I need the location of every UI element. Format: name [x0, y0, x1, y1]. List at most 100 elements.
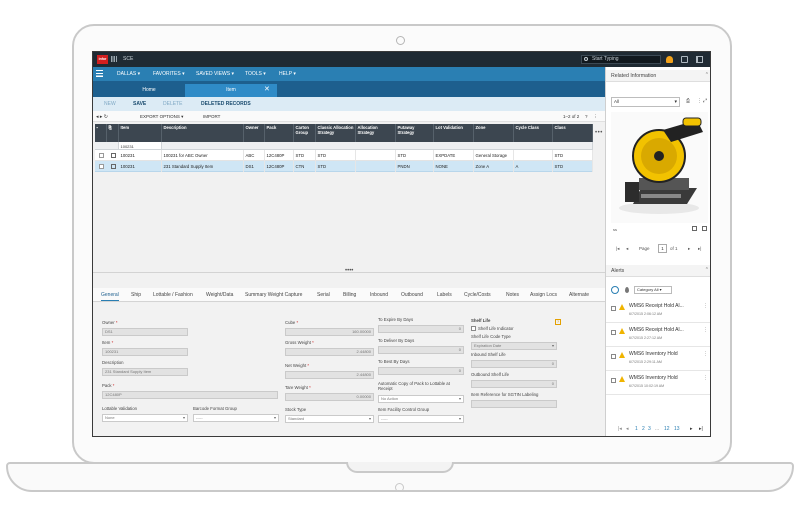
- related-filter-select[interactable]: All: [611, 97, 680, 107]
- col-header-classic-allocation[interactable]: Classic Allocation Strategy: [316, 124, 356, 142]
- comment-icon[interactable]: [702, 226, 707, 231]
- col-header-item[interactable]: Item: [119, 124, 162, 142]
- tab-labels[interactable]: Labels: [437, 292, 452, 298]
- filter-row[interactable]: [162, 142, 593, 150]
- alerts-page-2[interactable]: 2: [642, 426, 645, 432]
- filter-item-input[interactable]: 100231: [119, 142, 162, 150]
- gross-weight-field[interactable]: 2.44800: [285, 348, 374, 356]
- tab-assign-locs[interactable]: Assign Locs: [530, 292, 557, 298]
- alerts-last-icon[interactable]: ▸|: [699, 426, 703, 432]
- facility-control-select[interactable]: -----: [378, 415, 464, 423]
- col-header-carton-group[interactable]: Carton Group: [294, 124, 316, 142]
- alert-more-icon[interactable]: ⋮: [703, 303, 708, 309]
- col-header-lot-validation[interactable]: Lot Validation: [434, 124, 474, 142]
- cube-field[interactable]: 160.00000: [285, 328, 374, 336]
- col-header-description[interactable]: Description: [162, 124, 244, 142]
- alert-checkbox[interactable]: [611, 306, 616, 311]
- row-checkbox[interactable]: [99, 164, 104, 169]
- field-help-icon[interactable]: ?: [555, 319, 561, 325]
- related-info-header[interactable]: Related Information ⌃: [606, 70, 710, 82]
- user-icon[interactable]: [666, 56, 673, 63]
- col-header-owner[interactable]: Owner: [244, 124, 265, 142]
- alerts-prev-icon[interactable]: ◂: [626, 426, 629, 432]
- col-header-putaway-strategy[interactable]: Putaway Strategy: [396, 124, 434, 142]
- collapse-icon[interactable]: ⌃: [704, 72, 709, 78]
- auto-copy-select[interactable]: No Action: [378, 395, 464, 403]
- more-vertical-icon[interactable]: ⋮: [697, 98, 702, 104]
- tab-item[interactable]: Item: [185, 84, 277, 97]
- delete-button[interactable]: DELETE: [163, 101, 183, 107]
- owner-field[interactable]: DS1: [102, 328, 188, 336]
- net-weight-field[interactable]: 2.44800: [285, 371, 374, 379]
- alerts-page-13[interactable]: 13: [674, 426, 680, 432]
- tab-billing[interactable]: Billing: [343, 292, 357, 298]
- alert-item[interactable]: WMS6 Inventory Hold 6/7/2015 2:29:11 AM …: [606, 347, 710, 371]
- alerts-next-icon[interactable]: ▸: [690, 426, 693, 432]
- page-input[interactable]: 1: [658, 244, 667, 253]
- shelf-life-code-select[interactable]: Expiration Date: [471, 342, 557, 350]
- tab-cycle-costs[interactable]: Cycle/Costs: [464, 292, 491, 298]
- alert-checkbox[interactable]: [611, 354, 616, 359]
- deleted-records-button[interactable]: DELETED RECORDS: [201, 101, 251, 107]
- tab-inbound[interactable]: Inbound: [370, 292, 389, 298]
- tab-lottable-fashion[interactable]: Lottable / Fashion: [153, 292, 193, 298]
- inbound-shelf-life-field[interactable]: 0: [471, 360, 557, 368]
- row-detail-icon[interactable]: [111, 164, 116, 169]
- grid-more-icon[interactable]: •••: [595, 130, 603, 136]
- alerts-page-1[interactable]: 1: [635, 426, 638, 432]
- help-icon[interactable]: ?: [585, 114, 588, 119]
- tab-alternate[interactable]: Alternate: [569, 292, 590, 298]
- category-select[interactable]: Category All ▾: [634, 286, 672, 294]
- alert-checkbox[interactable]: [611, 330, 616, 335]
- col-header-cycle-class[interactable]: Cycle Class: [514, 124, 553, 142]
- nav-help[interactable]: HELP ▾: [279, 71, 296, 77]
- alerts-page-3[interactable]: 3: [648, 426, 651, 432]
- col-header-class[interactable]: Class: [553, 124, 593, 142]
- more-icon[interactable]: ⋮: [593, 114, 598, 119]
- export-options-button[interactable]: EXPORT OPTIONS ▾: [140, 114, 184, 119]
- back-icon[interactable]: ◂ ▸ ↻: [96, 114, 108, 120]
- nav-tools[interactable]: TOOLS ▾: [245, 71, 266, 77]
- col-header-allocation-strategy[interactable]: Allocation Strategy: [356, 124, 396, 142]
- nav-saved-views[interactable]: SAVED VIEWS ▾: [196, 71, 234, 77]
- tab-summary-weight-capture[interactable]: Summary Weight Capture: [245, 292, 303, 298]
- tab-notes[interactable]: Notes: [506, 292, 520, 298]
- expand-icon[interactable]: ⤢: [703, 98, 708, 104]
- row-checkbox[interactable]: [99, 153, 104, 158]
- filter-icon[interactable]: [625, 287, 629, 293]
- row-detail-icon[interactable]: [111, 153, 116, 158]
- last-page-icon[interactable]: ▸|: [698, 246, 702, 251]
- bookmark-icon[interactable]: [696, 56, 703, 63]
- lottable-validation-select[interactable]: None: [102, 414, 188, 422]
- tab-outbound[interactable]: Outbound: [401, 292, 423, 298]
- first-page-icon[interactable]: |◂: [616, 246, 620, 251]
- pack-field[interactable]: 12C480P: [102, 391, 278, 399]
- select-all-checkbox[interactable]: ▪: [95, 124, 107, 142]
- col-header-zone[interactable]: Zone: [474, 124, 514, 142]
- alert-more-icon[interactable]: ⋮: [703, 327, 708, 333]
- item-field[interactable]: 100231: [102, 348, 188, 356]
- new-button[interactable]: NEW: [104, 101, 116, 107]
- sgtin-field[interactable]: [471, 400, 557, 408]
- app-grid-icon[interactable]: [111, 56, 117, 62]
- alert-item[interactable]: WMS6 Receipt Hold Al... 6/7/2015 2:06:12…: [606, 299, 710, 323]
- splitter-handle[interactable]: ••••: [345, 268, 354, 274]
- shelf-life-indicator-checkbox[interactable]: [471, 326, 476, 331]
- tab-weight-data[interactable]: Weight/Data: [206, 292, 234, 298]
- close-icon[interactable]: ✕: [264, 86, 270, 93]
- deliver-days-field[interactable]: 0: [378, 346, 464, 354]
- alerts-first-icon[interactable]: |◂: [618, 426, 622, 432]
- alerts-page-12[interactable]: 12: [664, 426, 670, 432]
- chat-icon[interactable]: [681, 56, 688, 63]
- pane-splitter[interactable]: [93, 272, 605, 273]
- description-field[interactable]: 231 Standard Supply Item: [102, 368, 188, 376]
- attachment-icon[interactable]: ⎙: [686, 98, 691, 104]
- best-days-field[interactable]: 0: [378, 367, 464, 375]
- tab-home[interactable]: Home: [142, 87, 156, 93]
- alert-more-icon[interactable]: ⋮: [703, 351, 708, 357]
- nav-dallas[interactable]: DALLAS ▾: [117, 71, 141, 77]
- tare-weight-field[interactable]: 0.00000: [285, 393, 374, 401]
- nav-favorites[interactable]: FAVORITES ▾: [153, 71, 185, 77]
- alerts-header[interactable]: Alerts ⌃: [606, 265, 710, 277]
- alert-item[interactable]: WMS6 Inventory Hold 6/7/2015 10:02:19 AM…: [606, 371, 710, 395]
